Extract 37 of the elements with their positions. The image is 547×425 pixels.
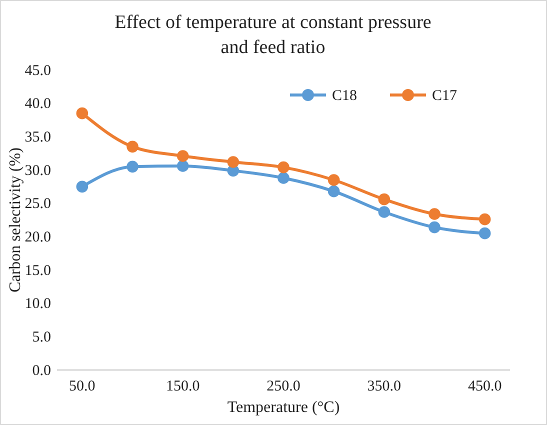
x-tick-label: 150.0 — [166, 378, 200, 395]
point — [278, 161, 290, 174]
point — [478, 227, 491, 240]
point — [176, 150, 189, 162]
y-tick-label: 40.0 — [24, 96, 51, 112]
point — [478, 213, 491, 226]
y-tick-label: 0.0 — [32, 362, 51, 379]
point — [176, 160, 189, 172]
point — [328, 185, 340, 198]
y-tick-label: 45.0 — [24, 62, 51, 79]
x-tick-label: 250.0 — [266, 378, 300, 395]
x-tick-label: 50.0 — [69, 378, 96, 395]
y-tick-label: 15.0 — [24, 262, 51, 279]
y-tick-label: 10.0 — [24, 296, 51, 312]
y-axis-title: Carbon selectivity (%) — [7, 148, 24, 292]
point — [126, 160, 138, 173]
point — [76, 180, 88, 193]
legend-label: C17 — [432, 88, 458, 104]
point — [428, 208, 440, 220]
x-tick-label: 450.0 — [468, 378, 502, 395]
x-axis-title: Temperature (°C) — [227, 399, 340, 416]
y-tick-label: 35.0 — [24, 129, 51, 146]
point — [278, 172, 290, 184]
point — [126, 140, 138, 153]
y-tick-label: 25.0 — [24, 196, 51, 212]
legend-label: C18 — [332, 88, 358, 104]
x-tick-label: 350.0 — [367, 378, 402, 395]
point — [378, 193, 390, 206]
y-tick-label: 30.0 — [24, 162, 51, 179]
y-tick-label: 20.0 — [24, 229, 51, 246]
point — [428, 221, 440, 234]
point — [227, 156, 240, 168]
point — [76, 107, 88, 120]
chart-title: Effect of temperature at constant pressure and feed ratio — [114, 12, 432, 58]
point — [328, 174, 340, 186]
point — [378, 206, 390, 218]
y-tick-label: 5.0 — [32, 329, 51, 346]
